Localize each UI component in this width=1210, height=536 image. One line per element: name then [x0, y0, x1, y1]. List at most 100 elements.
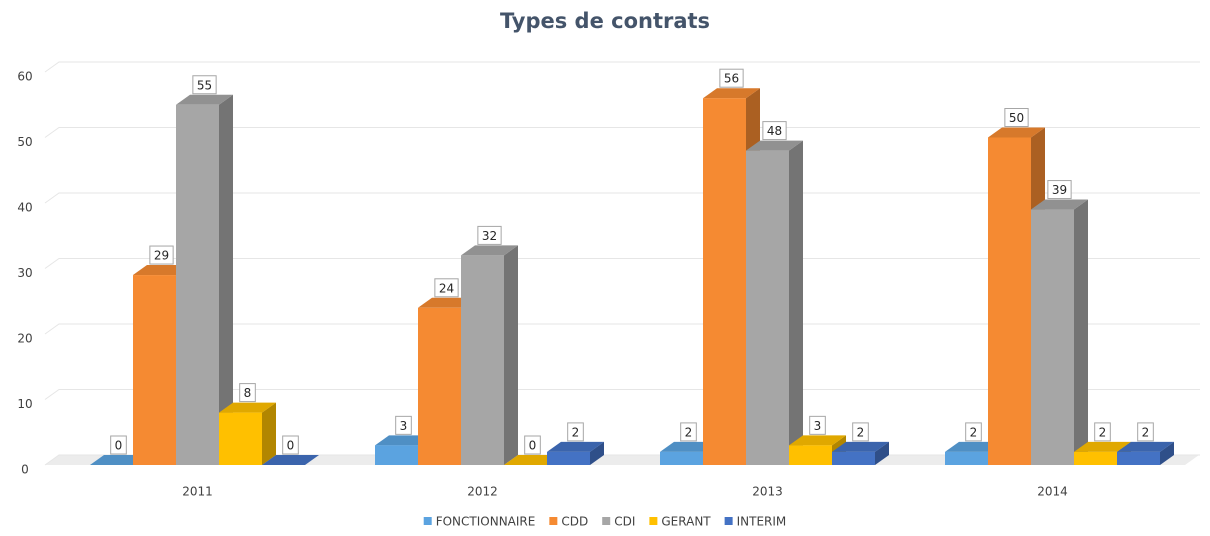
bar — [176, 104, 219, 465]
legend-swatch — [602, 517, 611, 525]
bar-top — [1117, 441, 1174, 452]
bar — [945, 451, 988, 465]
legend-swatch — [423, 517, 432, 525]
data-label: 2 — [685, 425, 693, 439]
bar-top-shade — [418, 297, 475, 308]
bar-top — [703, 88, 760, 99]
data-label: 55 — [197, 78, 212, 92]
data-label: 3 — [814, 419, 822, 433]
bar-top-shade — [461, 245, 518, 256]
x-tick-label: 2011 — [182, 485, 213, 499]
chart-title: Types de contrats — [500, 9, 710, 33]
data-label: 0 — [287, 439, 295, 453]
bar — [746, 150, 789, 465]
legend-label: CDD — [561, 515, 588, 529]
bar-top-shade — [504, 455, 561, 465]
bar-top — [746, 140, 803, 151]
data-label-box — [680, 422, 697, 442]
bar-top — [418, 297, 475, 308]
bar-side-shade — [1160, 441, 1174, 465]
floor — [45, 455, 1199, 465]
bar-top-shade — [90, 455, 147, 465]
grid-line — [44, 389, 1200, 400]
bar-top — [375, 435, 432, 446]
data-label-box — [395, 415, 412, 435]
bar-side-shade — [1074, 199, 1088, 466]
bar-top — [945, 441, 1002, 452]
data-label-box — [567, 422, 584, 442]
data-label-box — [965, 422, 982, 442]
data-label-box — [192, 75, 217, 95]
y-tick-label: 0 — [21, 463, 29, 477]
bar-side — [590, 441, 604, 465]
bar — [375, 445, 418, 465]
data-label-box — [1094, 422, 1111, 442]
bar-top-shade — [262, 455, 319, 465]
grid-line — [44, 323, 1200, 335]
bar-top-shade — [176, 94, 233, 105]
bar — [219, 412, 262, 465]
bar-top-shade — [375, 435, 432, 446]
bar — [418, 307, 461, 465]
data-label: 2 — [857, 425, 865, 439]
x-tick-label: 2014 — [1037, 485, 1068, 499]
bar-top-shade — [945, 441, 1002, 452]
bar-side-shade — [789, 140, 803, 465]
legend-swatch — [724, 517, 733, 525]
y-tick-label: 60 — [17, 70, 32, 84]
bar-top — [262, 455, 319, 465]
bar — [547, 451, 590, 465]
bar-side-shade — [504, 245, 518, 465]
x-tick-label: 2013 — [752, 485, 783, 499]
bar-side — [504, 245, 518, 465]
data-label: 2 — [572, 425, 580, 439]
bar — [832, 451, 875, 465]
grid-line — [44, 61, 1200, 73]
data-label-box — [282, 435, 299, 455]
legend-label: CDI — [614, 515, 635, 529]
bar-top-shade — [1031, 199, 1088, 210]
legend-swatch — [649, 517, 658, 525]
bar-top — [219, 402, 276, 413]
data-label-box — [809, 415, 826, 435]
data-label-box — [852, 422, 869, 442]
bar-side — [789, 140, 803, 465]
grid-line — [44, 192, 1200, 204]
data-label: 3 — [400, 419, 408, 433]
bar-top — [90, 455, 147, 465]
bar-top — [988, 127, 1045, 138]
y-tick-label: 10 — [17, 397, 32, 411]
bar-side-shade — [262, 402, 276, 465]
grid-line — [44, 258, 1200, 269]
bar-top — [832, 441, 889, 452]
data-label: 56 — [724, 72, 739, 86]
data-label: 2 — [1099, 425, 1107, 439]
bar-top-shade — [832, 441, 889, 452]
bar — [660, 451, 703, 465]
bar-top-shade — [746, 140, 803, 151]
data-label-box — [434, 278, 459, 298]
data-label-box — [1137, 422, 1154, 442]
x-tick-label: 2012 — [467, 485, 498, 499]
bar — [461, 255, 504, 465]
bar-side — [875, 441, 889, 465]
grid-line — [44, 127, 1200, 138]
legend-label: FONCTIONNAIRE — [436, 515, 536, 529]
legend-label: INTERIM — [737, 515, 787, 529]
bar-top-shade — [1074, 441, 1131, 452]
bar — [1117, 451, 1160, 465]
bar-top — [660, 441, 717, 452]
bar — [133, 275, 176, 465]
bar-side — [262, 402, 276, 465]
data-label: 2 — [1142, 425, 1150, 439]
bar — [988, 137, 1031, 465]
bar — [1074, 451, 1117, 465]
bar-side — [1160, 441, 1174, 465]
data-label-box — [1047, 180, 1072, 200]
bar-top-shade — [988, 127, 1045, 138]
bar-side-shade — [219, 94, 233, 465]
bar-top — [461, 245, 518, 256]
data-label: 0 — [115, 439, 123, 453]
data-label: 39 — [1052, 183, 1067, 197]
